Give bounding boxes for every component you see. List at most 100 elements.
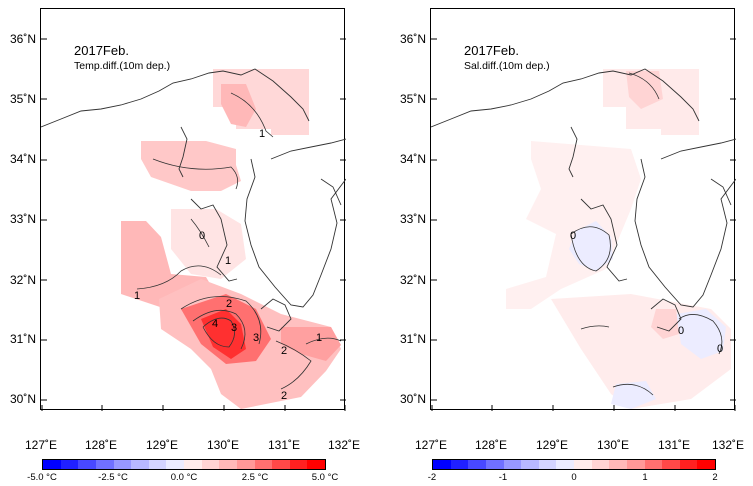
lat-label: 31˚N xyxy=(9,332,36,346)
colorbar-swatch xyxy=(591,460,610,469)
contour-label-group: 1 0 1 1 2 3 4 3 2 2 1 xyxy=(134,128,322,402)
colorbar-label: 2.5 °C xyxy=(241,472,269,483)
colorbar-label: 0 xyxy=(571,472,577,483)
lat-label: 31˚N xyxy=(399,332,426,346)
axis-ticks xyxy=(431,38,736,411)
lon-label: 128˚E xyxy=(84,438,118,452)
coastlines xyxy=(431,68,736,332)
lat-label: 36˚N xyxy=(399,32,426,46)
colorbar-swatch xyxy=(468,460,486,469)
lon-label: 129˚E xyxy=(145,438,179,452)
contour-label: 0 xyxy=(678,325,684,337)
lat-label: 34˚N xyxy=(399,152,426,166)
lat-label: 32˚N xyxy=(9,273,36,287)
contour-label: 1 xyxy=(316,332,322,344)
contour-label: 1 xyxy=(259,128,265,140)
panel-title: 2017Feb. xyxy=(74,43,129,58)
contour-label: 0 xyxy=(199,230,205,242)
colorbar-swatch xyxy=(60,460,79,469)
colorbar-swatch xyxy=(166,460,184,469)
colorbar-label: -1 xyxy=(498,472,508,483)
lon-label: 131˚E xyxy=(267,438,301,452)
contour-label: 0 xyxy=(717,343,723,355)
lon-label: 130˚E xyxy=(206,438,240,452)
contour-label-group: 0 0 0 xyxy=(570,230,723,355)
colorbar-swatch xyxy=(219,460,237,469)
lon-label: 131˚E xyxy=(657,438,691,452)
lat-label: 32˚N xyxy=(399,273,426,287)
lon-label: 128˚E xyxy=(474,438,508,452)
anomaly-area-positive-south xyxy=(651,309,679,339)
anomaly-area-central xyxy=(171,209,246,279)
salinity-colorbar xyxy=(432,459,716,470)
anomaly-area-north-strong xyxy=(221,84,256,127)
lon-label: 132˚E xyxy=(711,438,745,452)
anomaly-area-broad xyxy=(506,141,641,309)
colorbar-label: -2.5 °C xyxy=(98,472,128,483)
contour-label: 2 xyxy=(226,298,232,310)
colorbar-swatch xyxy=(307,460,325,469)
colorbar-swatch xyxy=(503,460,522,469)
colorbar-swatch xyxy=(626,460,645,469)
lon-label: 129˚E xyxy=(535,438,569,452)
salinity-map-canvas: 0 0 0 xyxy=(431,38,736,411)
contour-lines xyxy=(136,92,342,390)
colorbar-swatch xyxy=(697,460,715,469)
temperature-anomaly-field xyxy=(121,69,341,409)
contour-label: 1 xyxy=(225,255,231,267)
colorbar-swatch xyxy=(644,460,663,469)
colorbar-swatch xyxy=(662,460,680,469)
colorbar-label: 0.0 °C xyxy=(170,472,198,483)
colorbar-label: -5.0 °C xyxy=(27,472,57,483)
colorbar-swatch xyxy=(538,460,557,469)
colorbar-swatch xyxy=(272,460,290,469)
colorbar-swatch xyxy=(184,460,202,469)
contour-label: 4 xyxy=(212,318,218,330)
panel-subtitle: Sal.diff.(10m dep.) xyxy=(464,60,550,72)
colorbar-swatch xyxy=(556,460,574,469)
lat-label: 33˚N xyxy=(9,212,36,226)
lon-label: 132˚E xyxy=(327,438,361,452)
colorbar-swatch xyxy=(236,460,255,469)
contour-label: 3 xyxy=(253,332,259,344)
contour-label: 3 xyxy=(231,322,237,334)
colorbar-swatch xyxy=(78,460,96,469)
colorbar-swatch xyxy=(485,460,504,469)
contour-lines xyxy=(570,72,723,396)
temperature-map-panel: 1 0 1 1 2 3 4 3 2 2 1 2017Feb. Temp.diff… xyxy=(40,8,346,411)
colorbar-swatch xyxy=(43,460,61,469)
anomaly-area-east xyxy=(281,327,341,361)
lat-label: 36˚N xyxy=(9,32,36,46)
lon-label: 127˚E xyxy=(24,438,58,452)
colorbar-label: 5.0 °C xyxy=(311,472,339,483)
colorbar-swatch xyxy=(574,460,592,469)
anomaly-area-north-strong xyxy=(626,71,663,109)
colorbar-swatch xyxy=(131,460,149,469)
colorbar-swatch xyxy=(201,460,220,469)
lat-label: 35˚N xyxy=(9,92,36,106)
anomaly-area-negative-center xyxy=(569,221,613,271)
lat-label: 34˚N xyxy=(9,152,36,166)
salinity-anomaly-field xyxy=(506,69,731,409)
lat-label: 35˚N xyxy=(399,92,426,106)
lon-label: 130˚E xyxy=(596,438,630,452)
colorbar-swatch xyxy=(148,460,167,469)
anomaly-area-core-max xyxy=(201,309,246,359)
panel-title: 2017Feb. xyxy=(464,43,519,58)
contour-label: 2 xyxy=(281,390,287,402)
salinity-map-panel: 0 0 0 2017Feb. Sal.diff.(10m dep.) xyxy=(430,8,736,411)
colorbar-label: 2 xyxy=(712,472,718,483)
colorbar-swatch xyxy=(95,460,114,469)
colorbar-label: -2 xyxy=(427,472,437,483)
lat-label: 33˚N xyxy=(399,212,426,226)
colorbar-swatch xyxy=(113,460,132,469)
colorbar-swatch xyxy=(609,460,627,469)
anomaly-area-negative-south xyxy=(611,381,656,409)
colorbar-label: 1 xyxy=(642,472,648,483)
lon-label: 127˚E xyxy=(414,438,448,452)
contour-label: 2 xyxy=(281,345,287,357)
panel-subtitle: Temp.diff.(10m dep.) xyxy=(74,60,171,72)
colorbar-swatch xyxy=(521,460,539,469)
colorbar-swatch xyxy=(450,460,469,469)
contour-label: 0 xyxy=(570,230,576,242)
